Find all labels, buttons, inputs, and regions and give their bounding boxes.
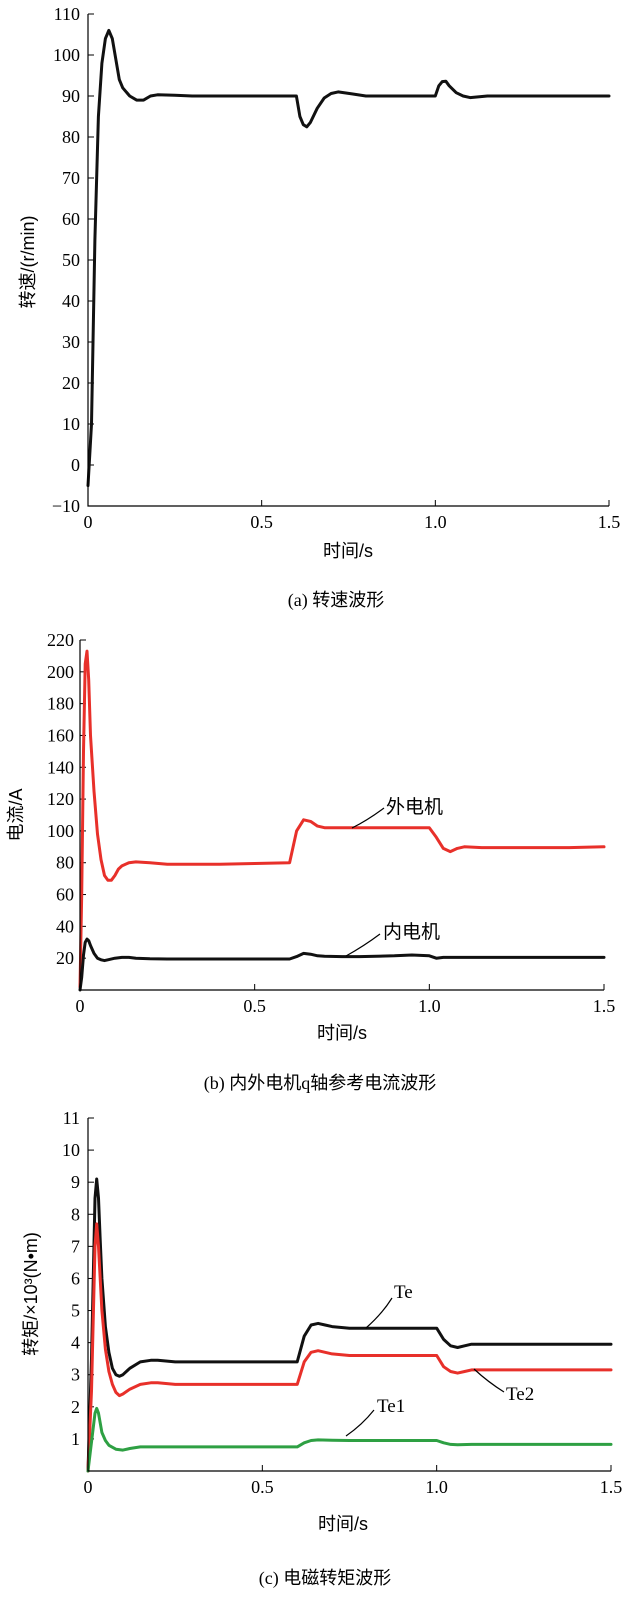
panel-c-ticks: 1 2 3 4 5 6 7 8 9 10 11 0 0.5 1.0 1.5	[62, 1108, 622, 1497]
panel-b-ylabel: 电流/A	[6, 788, 26, 841]
ytick-label: 30	[62, 332, 80, 352]
panel-b-axes	[79, 640, 604, 991]
xtick-label: 0.5	[243, 996, 266, 1016]
panel-c-te-label: Te	[394, 1282, 413, 1303]
ytick-label: 40	[62, 291, 80, 311]
series-line-Te1	[86, 1406, 613, 1473]
ytick-label: 40	[56, 916, 74, 936]
xtick-label: 1.0	[425, 1477, 448, 1497]
ytick-label: 3	[71, 1365, 80, 1385]
ytick-label: 80	[56, 853, 74, 873]
ytick-label: 0	[71, 455, 80, 475]
panel-b-outer-motor-leader	[351, 807, 385, 829]
ytick-label: 20	[56, 948, 74, 968]
ytick-label: 4	[71, 1333, 80, 1353]
series-line-Te2	[86, 1222, 613, 1473]
panel-c-te1-label: Te1	[377, 1396, 405, 1417]
panel-b-outer-motor-label: 外电机	[386, 796, 443, 818]
panel-b-inner-motor-leader	[345, 933, 381, 957]
panel-a-series-group	[86, 28, 611, 487]
xtick-label: 0	[76, 996, 85, 1016]
ytick-label: 110	[54, 4, 80, 24]
panel-c-torque: 1 2 3 4 5 6 7 8 9 10 11 0 0.5 1.0 1.5 转矩/×10³(N•m) 时间/…	[21, 1108, 622, 1589]
xtick-label: 0.5	[250, 512, 273, 532]
ytick-label: 140	[47, 757, 74, 777]
ytick-label: 180	[47, 694, 74, 714]
panel-c-caption: (c) 电磁转矩波形	[259, 1568, 391, 1589]
xtick-label: 0.5	[251, 1477, 274, 1497]
panel-b-xlabel: 时间/s	[317, 1023, 367, 1043]
panel-c-te-leader	[365, 1297, 393, 1329]
panel-c-ylabel: 转矩/×10³(N•m)	[21, 1232, 41, 1356]
series-line-内电机	[78, 937, 606, 992]
ytick-label: 11	[63, 1108, 80, 1128]
ytick-label: 6	[71, 1268, 80, 1288]
ytick-label: 10	[62, 414, 80, 434]
ytick-label: 2	[71, 1397, 80, 1417]
ytick-label: 80	[62, 127, 80, 147]
panel-c-te1-leader	[345, 1409, 375, 1437]
ytick-label: 10	[62, 1140, 80, 1160]
panel-c-series-group	[86, 1177, 613, 1473]
xtick-label: 0	[84, 1477, 93, 1497]
xtick-label: 1.0	[418, 996, 441, 1016]
ytick-label: 8	[71, 1204, 80, 1224]
ytick-label: 160	[47, 725, 74, 745]
ytick-label: 90	[62, 86, 80, 106]
ytick-label: 20	[62, 373, 80, 393]
ytick-label: 1	[71, 1429, 80, 1449]
xtick-label: 1.5	[598, 512, 621, 532]
panel-c-xlabel: 时间/s	[318, 1514, 368, 1534]
ytick-label: 60	[62, 209, 80, 229]
panel-b-caption: (b) 内外电机q轴参考电流波形	[204, 1073, 437, 1094]
ytick-label: 60	[56, 885, 74, 905]
series-line-外电机	[78, 649, 606, 989]
ytick-label: 50	[62, 250, 80, 270]
panel-a-ylabel: 转速/(r/min)	[18, 216, 38, 309]
ytick-label: 100	[47, 821, 74, 841]
xtick-label: 1.5	[600, 1477, 623, 1497]
ytick-label: 220	[47, 630, 74, 650]
series-line-series-0	[86, 28, 611, 487]
panel-a-xlabel: 时间/s	[323, 541, 373, 561]
xtick-label: 0	[84, 512, 93, 532]
ytick-label: 100	[53, 45, 80, 65]
ytick-label: 70	[62, 168, 80, 188]
xtick-label: 1.5	[593, 996, 616, 1016]
xtick-label: 1.0	[424, 512, 447, 532]
ytick-label: 200	[47, 662, 74, 682]
ytick-label: 9	[71, 1172, 80, 1192]
panel-c-axes	[87, 1118, 611, 1472]
panel-b-series-group	[78, 649, 606, 992]
ytick-label: 5	[71, 1301, 80, 1321]
ytick-label: 7	[71, 1236, 80, 1256]
panel-b-inner-motor-label: 内电机	[383, 921, 440, 943]
panel-a-axes	[87, 14, 609, 507]
panel-c-te2-leader	[473, 1368, 505, 1393]
panel-c-te2-label: Te2	[506, 1384, 534, 1405]
panel-a-caption: (a) 转速波形	[288, 590, 384, 611]
series-line-Te	[86, 1177, 613, 1473]
ytick-label: −10	[52, 496, 80, 516]
ytick-label: 120	[47, 789, 74, 809]
